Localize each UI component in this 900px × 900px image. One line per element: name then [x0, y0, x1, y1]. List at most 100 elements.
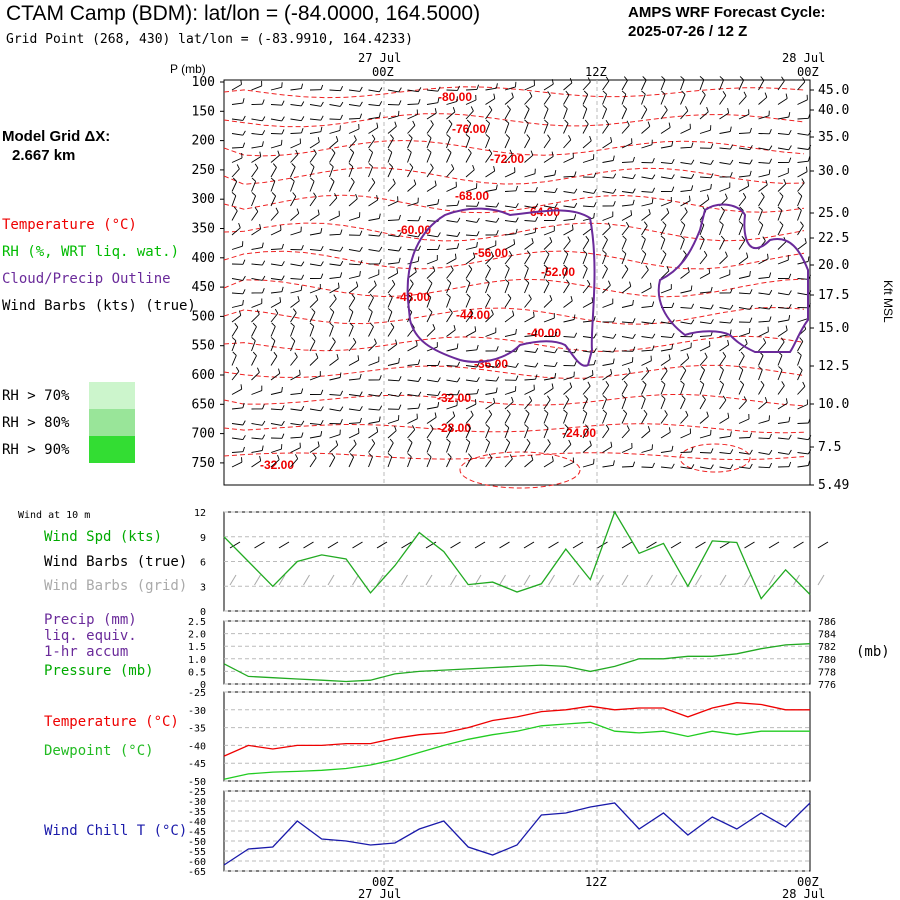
- wind-barb: [738, 175, 750, 178]
- pressure-tick-label: 750: [192, 456, 215, 471]
- wind-barb: [543, 350, 555, 354]
- wind-barb-feather: [359, 391, 363, 397]
- wind-barb: [348, 432, 360, 439]
- wind-barb: [446, 234, 458, 237]
- wind-barb-feather: [574, 361, 577, 366]
- wind-barb: [231, 451, 244, 453]
- wind-barb: [465, 99, 477, 105]
- wind-barb: [797, 437, 809, 441]
- wind-barb: [504, 123, 510, 134]
- pressure-tick-label: 450: [192, 280, 215, 295]
- wind-barb-feather: [632, 333, 636, 339]
- wind-barb: [660, 109, 668, 120]
- wind-barb: [348, 275, 360, 279]
- grid-barb: [523, 574, 531, 586]
- wind-barb: [602, 124, 610, 134]
- wind-barb-feather: [801, 178, 805, 184]
- wind-barb-feather: [700, 366, 705, 371]
- true-barb: [376, 541, 388, 549]
- wind-barb: [504, 315, 515, 323]
- wind-barb: [407, 234, 419, 238]
- wind-barb: [309, 311, 316, 323]
- wind-barb: [621, 398, 627, 410]
- wind-barb: [387, 284, 396, 294]
- wind-barb-feather: [785, 398, 788, 404]
- legend-precip-line1: Precip (mm): [44, 612, 137, 628]
- true-barb: [572, 541, 584, 549]
- wind-barb: [563, 82, 573, 91]
- wind-barb: [231, 461, 243, 468]
- wind-barb-feather: [668, 354, 671, 360]
- wind-barb: [582, 123, 589, 134]
- wind-barb-feather: [710, 448, 714, 454]
- wind-barb-feather: [476, 344, 479, 350]
- wind-barb-feather: [632, 346, 636, 352]
- wind-barb: [680, 398, 686, 410]
- wind-barb-feather: [547, 395, 551, 401]
- wind-barb-feather: [605, 381, 610, 386]
- wind-barb: [309, 214, 320, 221]
- wind-barb: [641, 349, 653, 352]
- wind-barb: [660, 224, 667, 236]
- wind-barb-feather: [534, 227, 537, 233]
- wind-barb-feather: [332, 337, 336, 342]
- wind-barb-feather: [457, 390, 460, 395]
- wind-barb: [465, 268, 473, 279]
- wind-barb: [777, 292, 789, 296]
- wind-barb: [680, 189, 692, 192]
- wind-barb: [543, 138, 551, 149]
- wind-barb-feather: [335, 440, 339, 446]
- wind-barb: [329, 129, 341, 134]
- wind-barb: [329, 104, 341, 107]
- wind-barb: [621, 253, 627, 265]
- grid-barb: [425, 574, 433, 586]
- wind-barb: [485, 87, 497, 91]
- windchill-panel: -25-30-35-40-45-50-55-60-65: [188, 787, 811, 878]
- wind-barb-feather: [769, 316, 772, 322]
- wind-barb-feather: [749, 159, 753, 165]
- wind-barb: [485, 365, 497, 368]
- wind-barb-feather: [437, 97, 440, 103]
- precip-tick-label: 1.5: [188, 642, 206, 653]
- wind-barb: [738, 79, 745, 91]
- wind-barb: [621, 413, 628, 424]
- wind-barb-feather: [610, 368, 613, 374]
- wind-barb: [485, 427, 490, 439]
- wind-barb: [660, 359, 671, 366]
- wind-barb: [485, 402, 495, 410]
- wind-barb-feather: [612, 188, 617, 194]
- wind-barb-feather: [574, 171, 577, 177]
- wind-barb-feather: [448, 119, 453, 125]
- wind-barb: [465, 427, 472, 439]
- wind-barb: [738, 197, 747, 207]
- wind-barb: [426, 428, 434, 439]
- wind-barb-feather: [729, 329, 732, 335]
- wind-barb-feather: [797, 192, 803, 197]
- wind-barb: [797, 465, 809, 468]
- wind-barb: [368, 152, 374, 163]
- wind-barb-feather: [376, 195, 379, 201]
- wind-barb-feather: [476, 201, 480, 207]
- wind-barb-feather: [668, 427, 671, 433]
- wind-barb-feather: [730, 464, 734, 470]
- wind-barb: [368, 443, 376, 453]
- true-barb: [303, 541, 314, 549]
- wind-barb-feather: [681, 395, 686, 400]
- wind-barb: [446, 100, 458, 105]
- wind-barb: [777, 147, 789, 151]
- wind-barb: [465, 414, 474, 424]
- wind-barb: [660, 162, 672, 165]
- wind-barb: [407, 363, 419, 366]
- wind-barb: [602, 428, 610, 439]
- wind-barb-feather: [359, 406, 363, 411]
- precip-tick-label: 0: [200, 680, 206, 691]
- wind-gridlines: [224, 511, 810, 612]
- true-barb: [548, 541, 559, 549]
- temperature-ticks: -25-30-35-40-45-50: [188, 688, 206, 788]
- wind-barb-feather: [632, 318, 636, 323]
- wind-barb-feather: [359, 417, 362, 423]
- wind-barb-feather: [554, 203, 558, 209]
- wind-barb: [641, 269, 649, 279]
- wind-barb: [329, 444, 338, 453]
